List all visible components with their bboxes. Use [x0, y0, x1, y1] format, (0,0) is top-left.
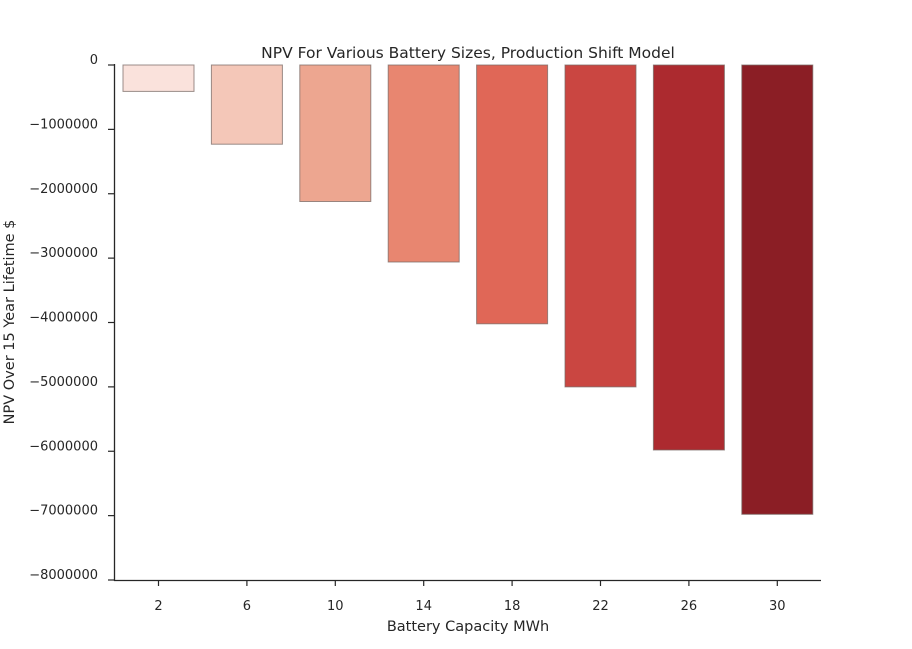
- bars: [122, 64, 814, 515]
- y-tick-label: 0: [90, 53, 98, 68]
- x-tick-label: 18: [504, 599, 521, 614]
- y-tick-label: −6000000: [29, 439, 98, 454]
- bar-30: [741, 64, 814, 515]
- x-tick-label: 14: [415, 599, 432, 614]
- x-axis-label: Battery Capacity MWh: [387, 619, 549, 635]
- y-tick-label: −4000000: [29, 311, 98, 326]
- y-tick-label: −3000000: [29, 246, 98, 261]
- bar-2: [122, 64, 195, 92]
- bar-18: [476, 64, 549, 325]
- x-tick-label: 22: [592, 599, 609, 614]
- chart-title: NPV For Various Battery Sizes, Productio…: [261, 44, 675, 62]
- x-ticks: 2 6 10 14 18 22 26 30: [154, 580, 786, 614]
- y-tick-label: −7000000: [29, 504, 98, 519]
- bar-22: [564, 64, 637, 388]
- y-tick-label: −8000000: [29, 568, 98, 583]
- y-tick-label: −5000000: [29, 375, 98, 390]
- bar-10: [299, 64, 372, 202]
- y-tick-label: −2000000: [29, 182, 98, 197]
- y-tick-label: −1000000: [29, 117, 98, 132]
- bar-14: [387, 64, 460, 263]
- x-tick-label: 26: [681, 599, 698, 614]
- bar-26: [652, 64, 725, 451]
- x-tick-label: 10: [327, 599, 344, 614]
- y-axis-label: NPV Over 15 Year Lifetime $: [2, 220, 18, 425]
- x-tick-label: 30: [769, 599, 786, 614]
- y-ticks: 0 −1000000 −2000000 −3000000 −4000000 −500000…: [29, 53, 114, 583]
- x-tick-label: 6: [243, 599, 251, 614]
- x-tick-label: 2: [154, 599, 162, 614]
- bar-6: [210, 64, 283, 145]
